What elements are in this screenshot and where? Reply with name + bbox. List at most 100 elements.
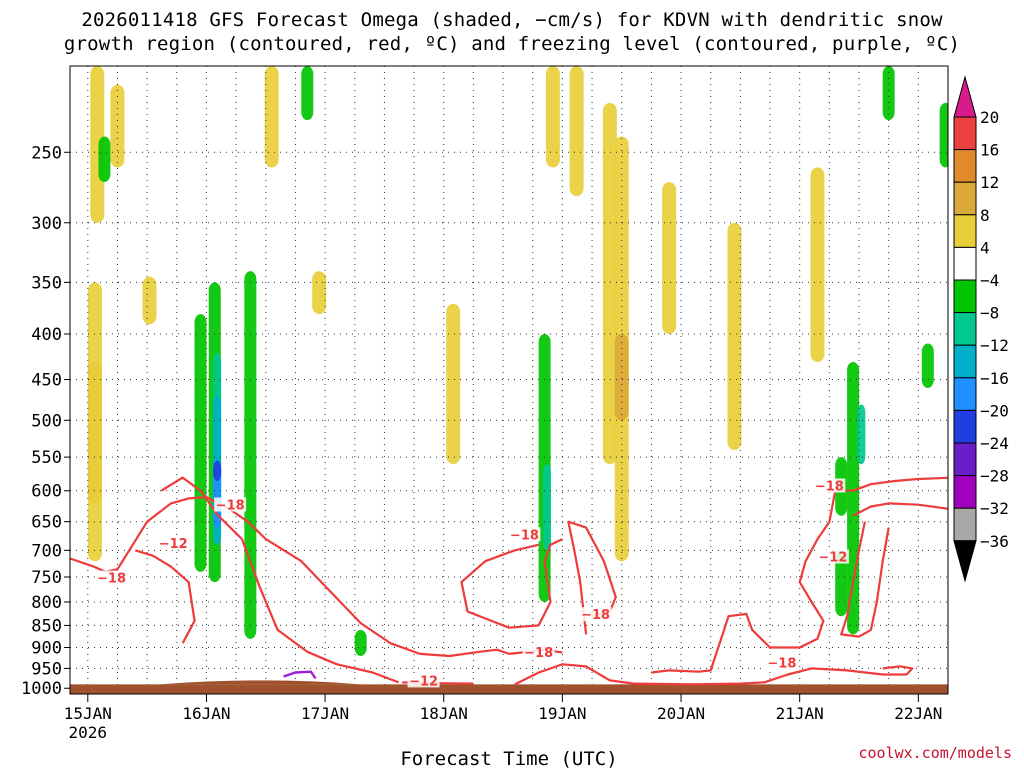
colorbar-label: 20	[980, 108, 999, 127]
colorbar-swatch	[953, 181, 977, 216]
omega-region-1	[87, 282, 102, 562]
contour-label-bg	[816, 549, 849, 564]
omega-region-5	[142, 276, 157, 325]
x-tick-label: 22JAN	[894, 704, 942, 723]
contour-label: −12	[818, 551, 847, 566]
omega-region-12	[244, 271, 257, 639]
dgz-contour-6	[567, 520, 617, 635]
colorbar-cap-bottom	[953, 540, 977, 583]
colorbar-swatch	[953, 214, 977, 248]
omega-region-11	[213, 460, 222, 481]
y-tick-label: 700	[31, 541, 62, 561]
title-line-1: 2026011418 GFS Forecast Omega (shaded, −…	[81, 9, 943, 31]
omega-region-21	[569, 66, 584, 197]
y-tick-label: 500	[31, 411, 62, 431]
omega-region-30	[847, 361, 860, 635]
dgz-contour-4	[134, 549, 196, 644]
dgz-contour-7	[514, 663, 914, 686]
colorbar: 20 16 12 8 4 −4 −8 −12 −16 −20 −24 −28 −32 −36	[953, 75, 1009, 583]
contour-label-bg	[95, 570, 128, 585]
x-tick-label: 19JAN	[538, 704, 586, 723]
omega-region-26	[727, 222, 742, 451]
terrain-fill	[70, 684, 948, 694]
y-tick-label: 750	[31, 568, 62, 588]
contour-label: −18	[216, 499, 245, 514]
colorbar-label: 4	[980, 238, 990, 257]
omega-region-27	[810, 167, 825, 362]
contour-label-bg	[508, 527, 541, 542]
dgz-contour-2	[70, 496, 510, 658]
dgz-contour-10	[840, 521, 890, 638]
contour-label: −18	[815, 480, 844, 495]
y-axis: 250 300 350 400 450 500 550 600 650 700 750 800 850 9…	[21, 143, 70, 699]
omega-region-29	[835, 550, 848, 617]
omega-region-16	[354, 629, 367, 657]
colorbar-label: −8	[980, 304, 999, 323]
contour-label: −18	[524, 646, 553, 661]
omega-region-34	[939, 102, 948, 168]
omega-region-22	[602, 102, 617, 465]
contour-labels: −12 −12 −18 −18 −18 −18 −18 −18 −18 −12	[95, 478, 849, 689]
contour-label: −18	[97, 572, 126, 587]
contour-label: −18	[581, 608, 610, 623]
freezing-level-contour	[283, 670, 317, 680]
colorbar-swatch	[953, 344, 977, 379]
omega-region-2	[90, 66, 105, 223]
colorbar-swatch	[953, 149, 977, 183]
y-tick-label: 900	[31, 639, 62, 659]
contour-label-bg	[157, 535, 190, 550]
chart-title: 2026011418 GFS Forecast Omega (shaded, −…	[0, 8, 1024, 56]
colorbar-label: −24	[980, 434, 1009, 453]
y-tick-label: 650	[31, 513, 62, 533]
colorbar-swatch	[953, 312, 977, 346]
y-tick-label: 600	[31, 482, 62, 502]
colorbar-swatch	[953, 475, 977, 509]
dgz-contour-9	[852, 502, 948, 517]
colorbar-swatch	[953, 442, 977, 477]
omega-region-13	[264, 66, 279, 168]
terrain-bump	[158, 680, 361, 685]
dgz-contour-8	[651, 476, 948, 674]
x-axis: 15JAN 16JAN 17JAN 18JAN 19JAN 20JAN 21JAN 22JAN…	[64, 694, 942, 742]
title-line-2: growth region (contoured, red, ºC) and f…	[63, 33, 961, 55]
y-tick-label: 250	[31, 143, 62, 163]
y-tick-label: 400	[31, 325, 62, 345]
y-tick-label: 350	[31, 273, 62, 293]
colorbar-swatch	[953, 507, 977, 542]
x-tick-label: 18JAN	[420, 704, 468, 723]
x-tick-year: 2026	[69, 723, 108, 742]
credit-text: coolwx.com/models	[858, 744, 1012, 762]
colorbar-label: −4	[980, 271, 999, 290]
x-tick-label: 20JAN	[657, 704, 705, 723]
colorbar-swatch	[953, 246, 977, 281]
colorbar-cap-top	[953, 75, 977, 118]
y-tick-label: 300	[31, 214, 62, 234]
contour-label-bg	[522, 644, 555, 659]
y-tick-label: 950	[31, 659, 62, 679]
omega-region-33	[921, 343, 934, 389]
y-tick-label: 1000	[21, 679, 62, 699]
contour-label: −12	[409, 674, 438, 689]
colorbar-label: 16	[980, 141, 999, 160]
colorbar-label: −12	[980, 336, 1009, 355]
y-tick-label: 550	[31, 448, 62, 468]
dgz-contours	[70, 476, 948, 686]
contour-label-bg	[214, 497, 247, 512]
contour-label-bg	[813, 478, 846, 493]
omega-region-6	[194, 314, 207, 572]
omega-region-31	[857, 404, 866, 465]
omega-region-25	[662, 182, 677, 334]
omega-region-15	[312, 271, 327, 315]
x-tick-label: 17JAN	[301, 704, 349, 723]
colorbar-swatch	[953, 377, 977, 411]
x-tick-label: 15JAN	[64, 704, 112, 723]
contour-label: −18	[767, 656, 796, 671]
colorbar-label: −32	[980, 499, 1009, 518]
omega-region-4	[98, 136, 111, 183]
colorbar-label: 12	[980, 173, 999, 192]
x-tick-label: 16JAN	[182, 704, 230, 723]
colorbar-swatch	[953, 409, 977, 444]
contour-label: −12	[159, 537, 188, 552]
colorbar-label: −28	[980, 467, 1009, 486]
